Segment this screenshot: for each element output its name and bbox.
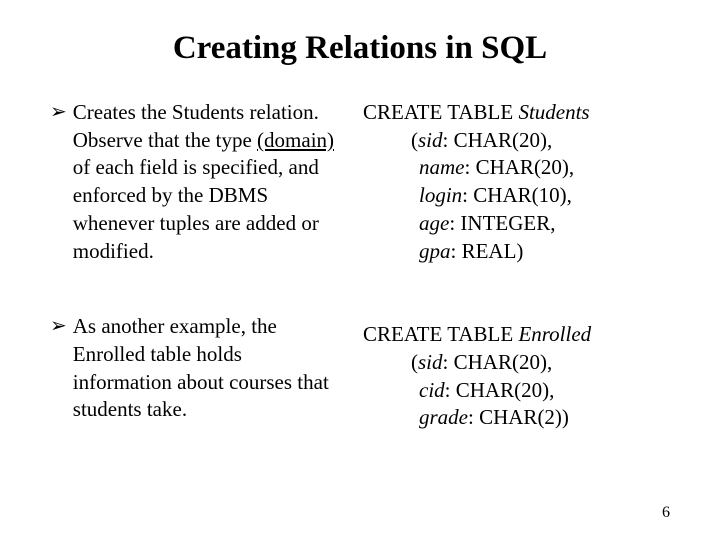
- field-type: CHAR(20),: [476, 155, 575, 179]
- code-line: CREATE TABLE Enrolled: [363, 321, 670, 349]
- keyword: CREATE TABLE: [363, 100, 518, 124]
- code-line: login: CHAR(10),: [363, 182, 670, 210]
- table-name: Enrolled: [518, 322, 591, 346]
- sep: :: [445, 378, 456, 402]
- bullet-marker-icon: ➢: [50, 313, 67, 339]
- code-line: age: INTEGER,: [363, 210, 670, 238]
- sep: :: [462, 183, 473, 207]
- slide-title: Creating Relations in SQL: [50, 30, 670, 67]
- sep: :: [449, 211, 460, 235]
- bullet-text: Creates the Students relation. Observe t…: [73, 99, 345, 265]
- code-line: name: CHAR(20),: [363, 154, 670, 182]
- field-name: cid: [419, 378, 445, 402]
- code-line: CREATE TABLE Students: [363, 99, 670, 127]
- code-line: gpa: REAL): [363, 238, 670, 266]
- bullet-item: ➢ Creates the Students relation. Observe…: [50, 99, 345, 265]
- code-block-enrolled: CREATE TABLE Enrolled (sid: CHAR(20), ci…: [363, 321, 670, 432]
- field-type: CHAR(10),: [473, 183, 572, 207]
- sep: :: [451, 239, 462, 263]
- bullet-item: ➢ As another example, the Enrolled table…: [50, 313, 345, 424]
- bullet-text: As another example, the Enrolled table h…: [73, 313, 345, 424]
- code-line: grade: CHAR(2)): [363, 404, 670, 432]
- field-name: age: [419, 211, 449, 235]
- sep: :: [465, 155, 476, 179]
- field-name: sid: [418, 350, 443, 374]
- paren: (: [411, 128, 418, 152]
- field-type: CHAR(20),: [454, 128, 553, 152]
- field-type: CHAR(2)): [479, 405, 569, 429]
- code-block-students: CREATE TABLE Students (sid: CHAR(20), na…: [363, 99, 670, 265]
- bullet-marker-icon: ➢: [50, 99, 67, 125]
- sep: :: [443, 350, 454, 374]
- code-line: (sid: CHAR(20),: [363, 127, 670, 155]
- right-column: CREATE TABLE Students (sid: CHAR(20), na…: [355, 99, 670, 472]
- field-name: grade: [419, 405, 468, 429]
- left-column: ➢ Creates the Students relation. Observe…: [50, 99, 345, 472]
- keyword: CREATE TABLE: [363, 322, 518, 346]
- field-type: CHAR(20),: [456, 378, 555, 402]
- field-type: CHAR(20),: [454, 350, 553, 374]
- sep: :: [443, 128, 454, 152]
- field-type: INTEGER,: [460, 211, 555, 235]
- paren: (: [411, 350, 418, 374]
- sep: :: [468, 405, 479, 429]
- text-fragment: of each field is specified, and enforced…: [73, 155, 319, 262]
- domain-underline: (domain): [257, 128, 334, 152]
- field-name: gpa: [419, 239, 451, 263]
- slide-body: ➢ Creates the Students relation. Observe…: [50, 99, 670, 472]
- code-line: (sid: CHAR(20),: [363, 349, 670, 377]
- field-name: sid: [418, 128, 443, 152]
- field-name: name: [419, 155, 465, 179]
- page-number: 6: [662, 504, 670, 522]
- table-name: Students: [518, 100, 589, 124]
- field-type: REAL): [462, 239, 524, 263]
- field-name: login: [419, 183, 462, 207]
- code-line: cid: CHAR(20),: [363, 377, 670, 405]
